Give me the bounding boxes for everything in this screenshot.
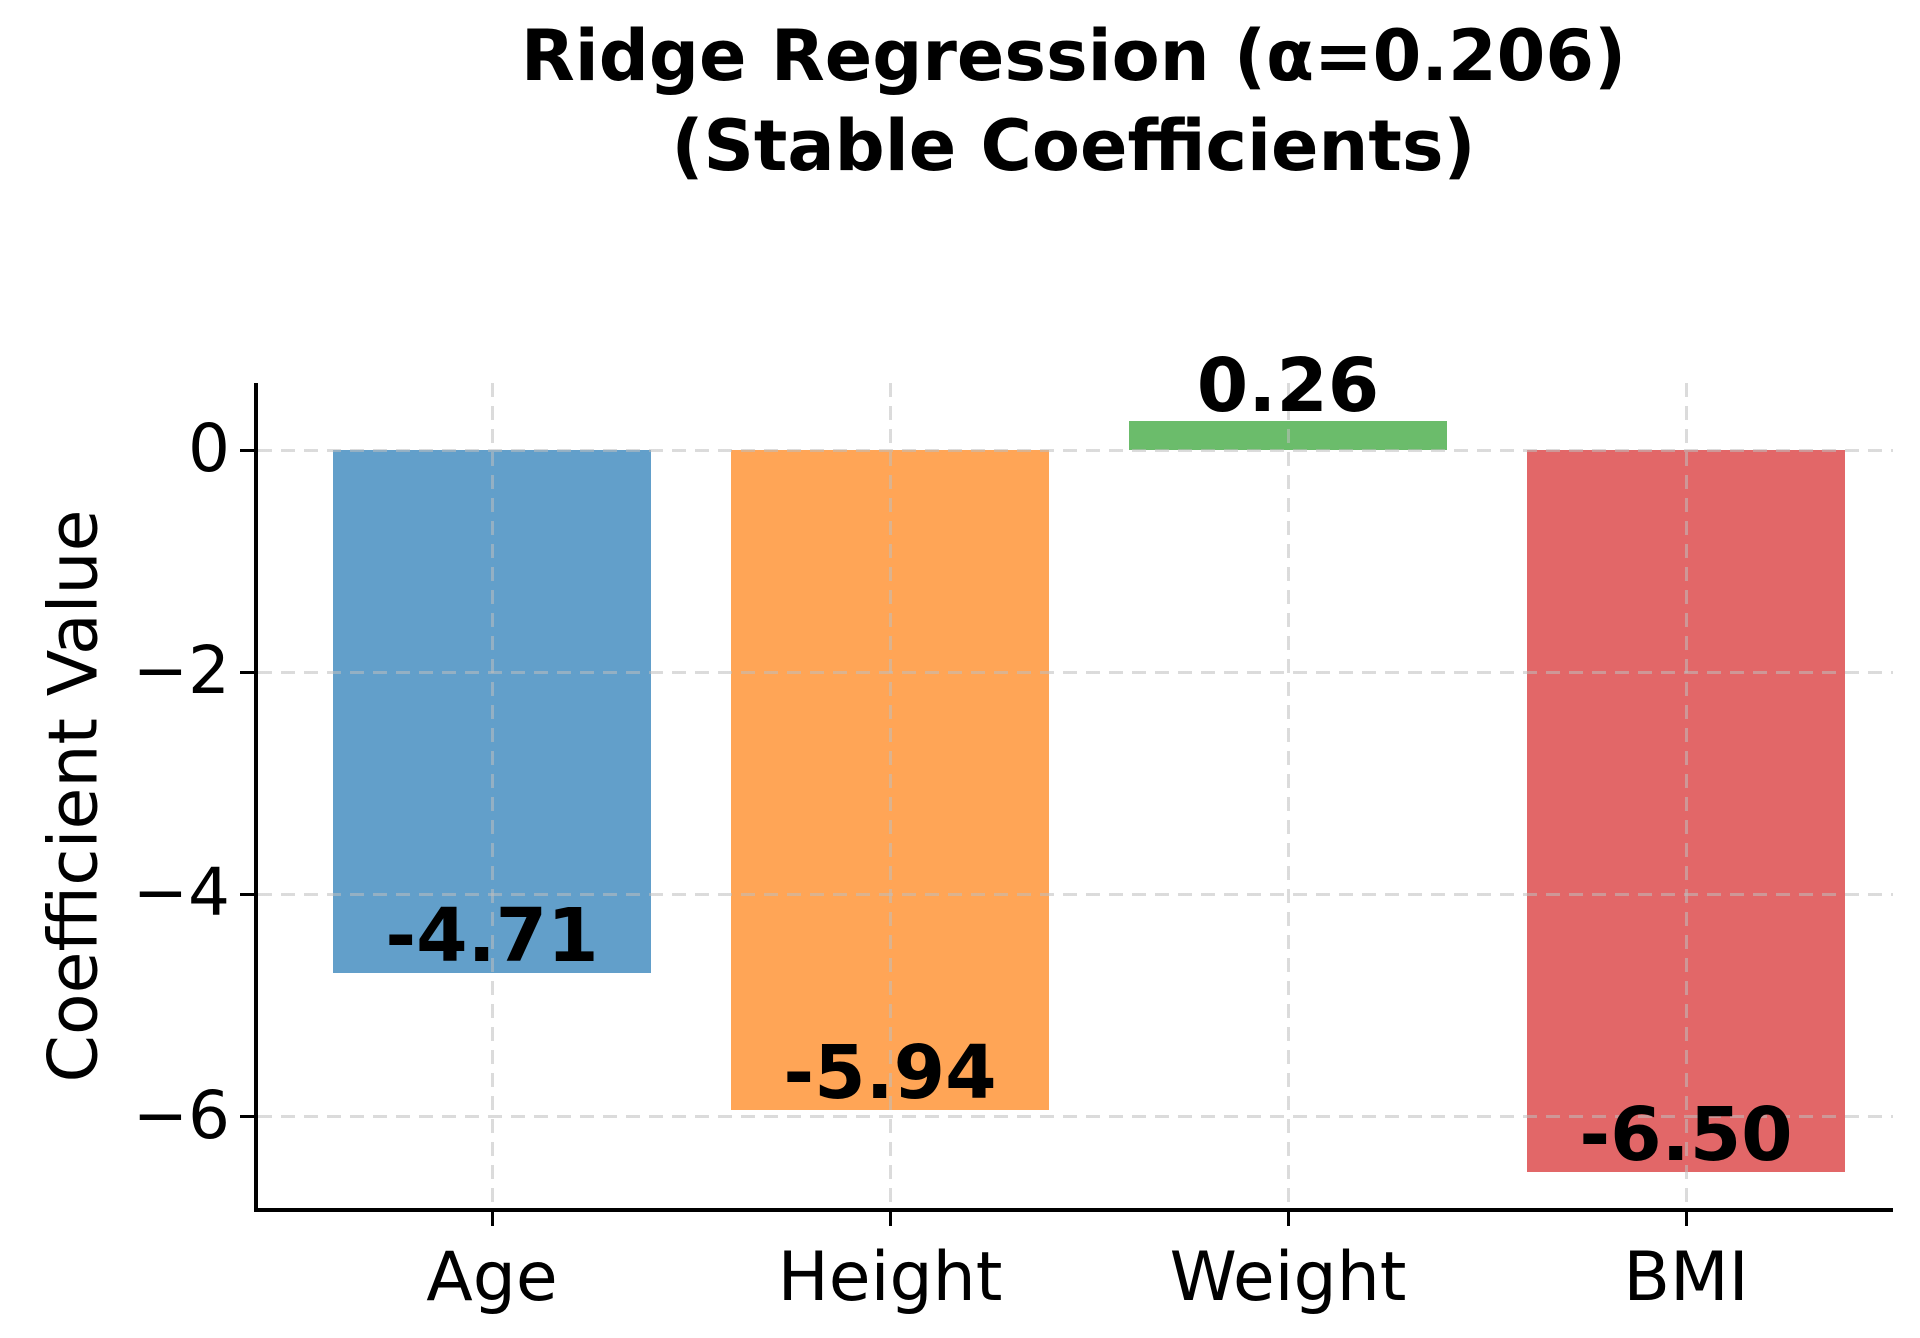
x-tick-label-height: Height [777,1238,1003,1317]
x-tick-weight [1286,1212,1290,1226]
y-axis-label: Coefficient Value [34,509,114,1083]
gridline-x-weight [1286,383,1290,1208]
chart-title-line2: (Stable Coefficients) [671,104,1476,187]
value-label-bmi: -6.50 [1579,1092,1793,1179]
x-tick-age [490,1212,494,1226]
y-tick-label-0: 0 [188,410,230,488]
y-tick-label--2: −2 [132,632,230,710]
chart-title: Ridge Regression (α=0.206) (Stable Coeff… [254,12,1893,191]
y-tick-0 [240,448,254,452]
x-tick-height [888,1212,892,1226]
gridline-x-age [490,383,494,1208]
y-tick--2 [240,670,254,674]
value-label-height: -5.94 [783,1030,997,1116]
value-label-weight: 0.26 [1196,343,1380,430]
gridline-y--2 [258,670,1893,674]
gridline-x-height [888,383,892,1208]
gridline-y--4 [258,892,1893,896]
x-tick-bmi [1684,1212,1688,1226]
y-tick--6 [240,1115,254,1119]
gridline-x-bmi [1684,383,1688,1208]
y-tick-label--4: −4 [132,854,230,932]
y-tick--4 [240,892,254,896]
x-tick-label-weight: Weight [1169,1238,1407,1317]
x-tick-label-bmi: BMI [1623,1238,1749,1317]
gridline-y-0 [258,448,1893,452]
y-tick-label--6: −6 [132,1076,230,1154]
x-tick-label-age: Age [426,1238,558,1317]
chart-title-line1: Ridge Regression (α=0.206) [520,15,1627,97]
value-label-age: -4.71 [385,893,599,980]
gridline-y--6 [258,1115,1893,1119]
